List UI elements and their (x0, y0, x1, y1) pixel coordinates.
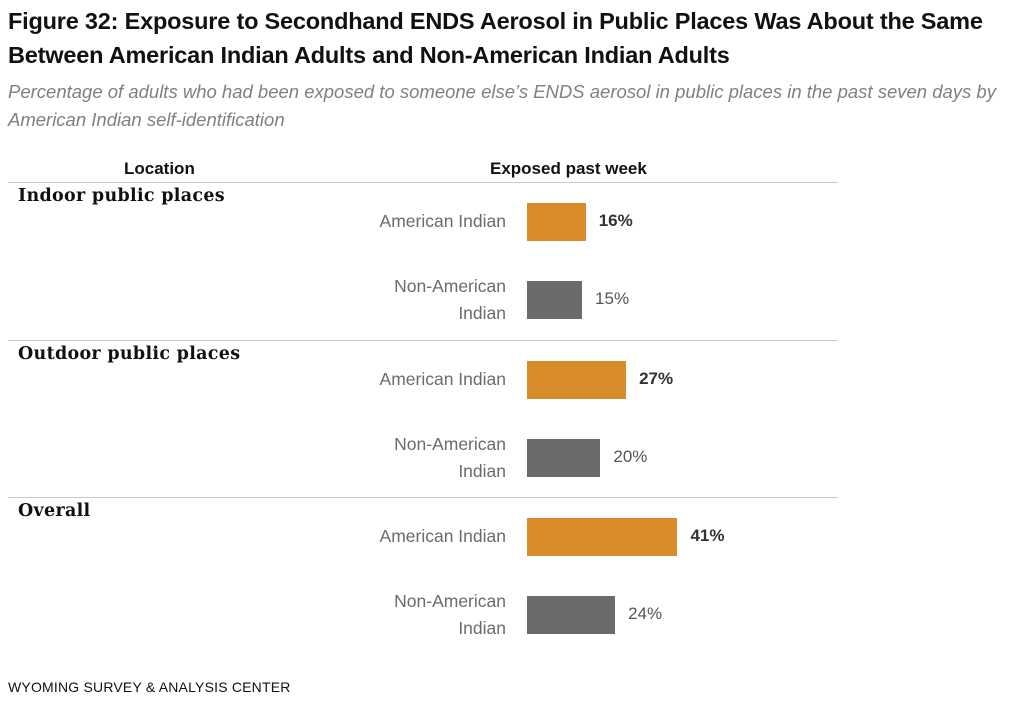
column-header-exposed: Exposed past week (490, 159, 647, 178)
value-label: 27% (639, 368, 674, 388)
bar (527, 281, 583, 319)
value-label: 16% (598, 211, 633, 230)
row-label: American Indian (379, 526, 506, 546)
group-divider (8, 497, 838, 498)
row-label: Non-American Indian (394, 276, 506, 323)
value-label: 24% (628, 604, 663, 623)
value-label: 15% (595, 289, 630, 308)
bar (527, 596, 616, 634)
column-header-location: Location (124, 159, 195, 178)
bar (527, 438, 601, 477)
chart-title: Figure 32: Exposure to Secondhand ENDS A… (8, 8, 983, 68)
row-label: American Indian (379, 211, 506, 231)
bar (527, 360, 627, 399)
row-label: Non-American Indian (394, 591, 506, 638)
bar (527, 203, 586, 241)
row-label: American Indian (379, 368, 506, 389)
row-label: Non-American Indian (394, 433, 506, 481)
group-label: Overall (18, 501, 91, 521)
value-label: 20% (613, 446, 648, 466)
group-label: Outdoor public places (18, 343, 241, 364)
group-label: Indoor public places (18, 186, 225, 206)
bar (527, 518, 678, 556)
source-footer: WYOMING SURVEY & ANALYSIS CENTER (8, 679, 291, 695)
group-divider (8, 339, 838, 341)
value-label: 41% (690, 526, 725, 545)
chart-subtitle: Percentage of adults who had been expose… (8, 81, 996, 130)
group-divider (8, 182, 838, 183)
